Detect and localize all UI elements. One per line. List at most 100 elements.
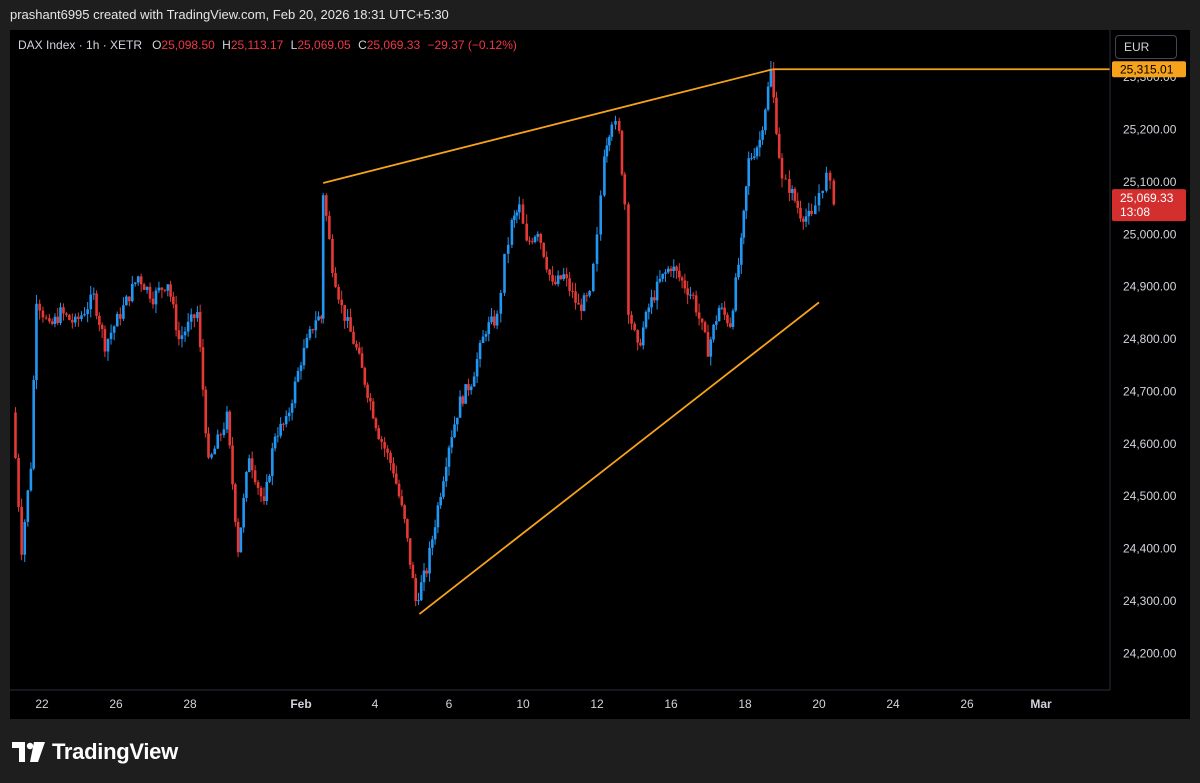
candle-body xyxy=(273,436,277,449)
candle-body xyxy=(571,290,574,292)
candle-body xyxy=(614,121,617,125)
candle-body xyxy=(603,156,606,196)
candle-body xyxy=(742,210,746,238)
change-value: −29.37 (−0.12%) xyxy=(427,38,517,52)
candle-body xyxy=(136,276,140,283)
candle-body xyxy=(262,496,266,501)
candle-body xyxy=(447,447,451,467)
candle-body xyxy=(484,333,488,337)
candle-body xyxy=(639,342,642,346)
candle-body xyxy=(331,238,334,274)
candle-body xyxy=(23,521,27,555)
candle-body xyxy=(38,303,41,311)
candlestick-chart[interactable]: 24,200.00 24,300.00 24,400.00 24,500.00 24,6… xyxy=(10,30,1190,719)
candle-body xyxy=(658,278,662,282)
brand-name: TradingView xyxy=(52,739,178,764)
candle-body xyxy=(737,264,740,278)
currency-selector[interactable]: EUR xyxy=(1115,35,1177,59)
candle-body xyxy=(666,268,670,273)
candle-body xyxy=(525,223,528,241)
candle-body xyxy=(374,418,378,429)
candle-body xyxy=(62,307,65,314)
candle-body xyxy=(675,266,678,271)
x-tick-label: 28 xyxy=(183,697,197,711)
candle-body xyxy=(340,299,343,306)
candle-body xyxy=(653,297,656,301)
candle-body xyxy=(115,314,119,327)
candle-body xyxy=(780,157,784,179)
candle-body xyxy=(821,190,824,193)
candle-body xyxy=(377,428,380,440)
candle-body xyxy=(386,448,389,453)
candle-body xyxy=(574,291,577,303)
high-label: H xyxy=(222,38,231,52)
candle-body xyxy=(521,204,525,224)
tradingview-logo[interactable]: TradingView xyxy=(12,739,178,765)
candle-body xyxy=(305,337,309,348)
candle-body xyxy=(588,290,591,296)
candle-body xyxy=(408,538,412,565)
candle-body xyxy=(469,386,473,391)
candle-body xyxy=(734,277,738,311)
candle-body xyxy=(431,539,434,548)
candle-body xyxy=(253,470,257,483)
candle-body xyxy=(669,268,673,271)
candle-body xyxy=(41,310,45,318)
candle-body xyxy=(647,307,651,312)
candle-body xyxy=(222,429,226,435)
candle-body xyxy=(216,434,220,449)
candle-body xyxy=(623,174,627,205)
trendline-upper xyxy=(322,68,773,184)
candle-body xyxy=(582,295,586,311)
candle-body xyxy=(284,416,288,425)
candle-body xyxy=(196,312,199,319)
candle-body xyxy=(352,331,355,344)
candle-body xyxy=(545,256,548,270)
y-tick-label: 24,800.00 xyxy=(1123,332,1177,346)
candle-body xyxy=(366,384,369,398)
candle-body xyxy=(308,329,312,338)
candle-body xyxy=(539,233,543,243)
chart-frame[interactable]: 24,200.00 24,300.00 24,400.00 24,500.00 24,6… xyxy=(10,30,1190,719)
trendline-layer xyxy=(322,68,1110,615)
candle-body xyxy=(761,130,764,140)
open-value: 25,098.50 xyxy=(161,38,215,52)
low-label: L xyxy=(290,38,298,52)
candle-body xyxy=(293,381,297,404)
level-price-badge xyxy=(1112,61,1186,78)
candle-body xyxy=(397,483,401,497)
candle-body xyxy=(145,286,149,290)
candle-body xyxy=(487,322,491,334)
candle-body xyxy=(65,313,68,315)
candle-body xyxy=(299,365,303,371)
candle-body xyxy=(282,423,285,425)
candle-body xyxy=(363,367,367,385)
candle-body xyxy=(148,286,152,299)
y-tick-label: 24,300.00 xyxy=(1123,594,1177,608)
candle-body xyxy=(234,484,237,522)
candle-body xyxy=(425,570,429,574)
candle-body xyxy=(700,318,704,323)
candle-body xyxy=(814,205,817,215)
candle-body xyxy=(151,298,155,305)
candle-body xyxy=(154,290,158,305)
candle-body xyxy=(810,210,813,215)
candle-body xyxy=(89,294,93,310)
candle-body xyxy=(98,315,101,325)
y-tick-label: 24,600.00 xyxy=(1123,437,1177,451)
candle-body xyxy=(728,323,732,327)
tradingview-logo-icon xyxy=(12,742,45,762)
candle-body xyxy=(256,482,260,488)
candle-body xyxy=(620,130,624,175)
x-tick-label: 26 xyxy=(960,697,974,711)
candle-body xyxy=(595,234,599,264)
x-tick-label: 24 xyxy=(886,697,900,711)
candle-body xyxy=(201,347,205,390)
y-tick-label: 24,200.00 xyxy=(1123,646,1177,660)
candle-body xyxy=(804,216,808,222)
candle-body xyxy=(360,353,364,368)
candle-body xyxy=(160,287,164,290)
candle-body xyxy=(664,272,667,274)
candle-body xyxy=(428,547,431,574)
candle-body xyxy=(44,317,48,319)
